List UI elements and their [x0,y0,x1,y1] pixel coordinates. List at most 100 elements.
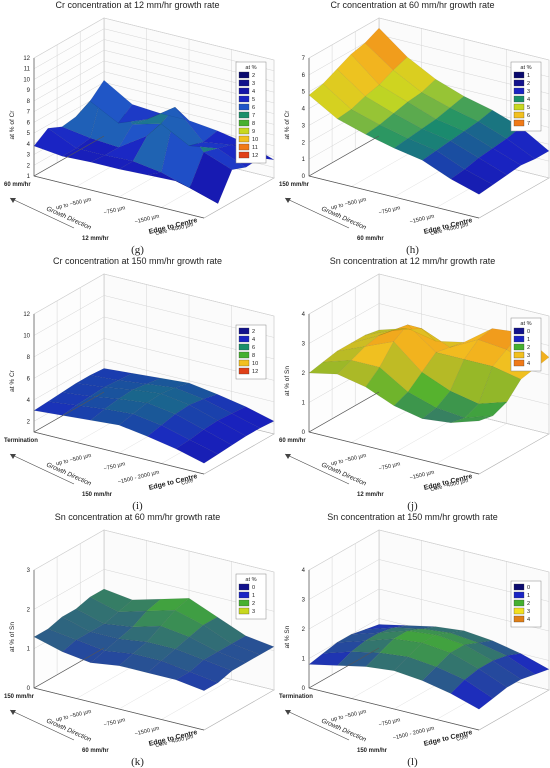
x-tick-label: ~750 µm [378,461,401,472]
legend: 2 4 6 8 10 12 [235,324,267,380]
legend-swatch [238,151,250,159]
legend-swatch [513,591,525,599]
growth-arrow [284,197,350,229]
z-tick-label: 5 [302,90,306,96]
legend: at % 0 1 2 3 4 [510,317,542,372]
legend-swatch [513,351,525,359]
surface [308,27,550,195]
legend-label: 3 [252,81,255,87]
legend-title: at % [245,577,256,583]
surface-facet [506,653,550,675]
legend-swatch [238,607,250,615]
surface [33,79,275,204]
y-tick-label: Termination [4,438,38,444]
z-axis-label: at % Cr [9,369,16,392]
z-tick-label: 3 [302,123,306,129]
legend-label: 8 [252,121,255,127]
y-axis [308,135,380,177]
legend-swatch [238,111,250,119]
x-tick-label: up to ~500 µm [56,709,93,724]
chart-panel-i: Cr concentration at 150 mm/hr growth rat… [0,256,275,512]
legend-swatch [513,599,525,607]
z-tick-label: 8 [27,355,31,361]
z-tick-label: 1 [302,401,306,407]
y-axis [308,391,380,433]
x-tick-label: ~1500 µm [409,214,435,226]
panel-label: (h) [406,244,419,256]
x-axis [33,687,205,731]
legend-label: 9 [252,129,255,135]
z-tick-label: 6 [27,376,31,382]
surface-facet [464,157,508,185]
legend-label: 3 [527,609,530,615]
z-tick-label: 1 [302,157,306,163]
surface [33,368,275,464]
legend-label: 4 [527,97,530,103]
legend-label: 2 [252,601,255,607]
legend-label: 3 [252,609,255,615]
y-axis-label: Growth Direction [45,205,92,231]
legend-label: 8 [252,353,255,359]
legend-swatch [513,607,525,615]
panel-label: (l) [407,756,418,768]
legend-label: 1 [527,337,530,343]
growth-arrow [284,709,350,741]
legend-swatch [238,591,250,599]
z-tick-label: 0 [27,686,31,692]
legend-swatch [238,79,250,87]
y-tick-label: 150 mm/hr [82,492,113,498]
z-gridline [308,17,550,61]
y-tick-label: 60 mm/hr [279,438,306,444]
y-axis [33,391,105,433]
legend-swatch [513,103,525,111]
z-tick-label: 2 [302,627,306,633]
legend-swatch [238,95,250,103]
legend-label: 6 [527,113,530,119]
chart-panel-l: Sn concentration at 150 mm/hr growth rat… [275,512,550,768]
legend: at % 2 3 4 5 6 7 8 9 10 11 12 [235,61,267,164]
growth-arrow-head [285,198,291,203]
legend-label: 1 [527,593,530,599]
z-tick-label: 3 [302,598,306,604]
chart-title: Sn concentration at 150 mm/hr growth rat… [327,512,498,522]
x-tick-label: up to ~500 µm [331,197,368,212]
surface-facet [231,635,275,655]
z-gridline [308,273,550,317]
y-tick-label: 12 mm/hr [357,492,384,498]
surface [308,324,550,423]
growth-arrow [9,197,75,229]
chart-panel-j: Sn concentration at 12 mm/hr growth rate… [275,256,550,512]
x-tick-label: ~1500 µm [409,470,435,482]
legend-swatch [238,583,250,591]
legend-swatch [238,143,250,151]
legend-swatch [513,335,525,343]
y-tick-label: 150 mm/hr [357,748,388,754]
y-axis [33,135,105,177]
z-axis-label: at % Sn [284,625,291,648]
surface-facet [506,127,550,160]
z-axis-label: at % of Sn [284,366,291,396]
surface [308,624,550,710]
surface [33,588,275,691]
legend-label: 2 [527,601,530,607]
z-tick-label: 0 [302,174,306,180]
x-tick-label: ~750 µm [103,205,126,216]
z-tick-label: 3 [302,342,306,348]
chart-panel-k: Sn concentration at 60 mm/hr growth rate… [0,512,275,768]
z-tick-label: 7 [302,56,306,62]
legend-swatch [513,111,525,119]
growth-arrow-head [285,454,291,459]
legend-swatch [238,343,250,351]
z-tick-label: 1 [27,647,31,653]
growth-arrow [9,453,75,485]
x-tick-label: ~750 µm [103,717,126,728]
legend-swatch [513,87,525,95]
y-tick-label: 60 mm/hr [4,182,31,188]
legend-swatch [238,119,250,127]
legend-swatch [238,351,250,359]
